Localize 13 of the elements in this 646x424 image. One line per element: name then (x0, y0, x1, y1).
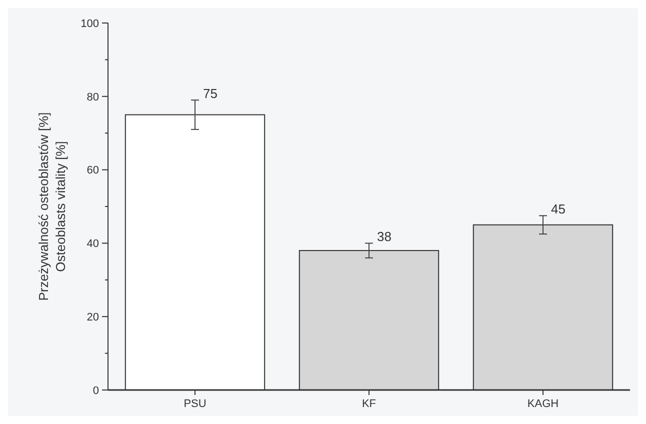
data-label: 38 (377, 229, 392, 244)
y-tick-label: 60 (86, 164, 99, 177)
y-axis-title: Przeżywalność osteoblastów [%] Osteoblasts vitality [%] (36, 112, 68, 301)
x-tick-label: KF (362, 398, 376, 410)
data-label: 45 (551, 202, 566, 217)
y-tick-label: 0 (92, 384, 99, 397)
y-tick-label: 40 (86, 238, 99, 250)
y-tick-label: 20 (86, 311, 99, 324)
y-tick-label: 100 (80, 18, 99, 30)
x-tick-label: KAGH (527, 398, 559, 410)
x-tick-label: PSU (184, 398, 206, 410)
data-label: 75 (203, 86, 218, 102)
y-tick-label: 80 (86, 91, 99, 104)
